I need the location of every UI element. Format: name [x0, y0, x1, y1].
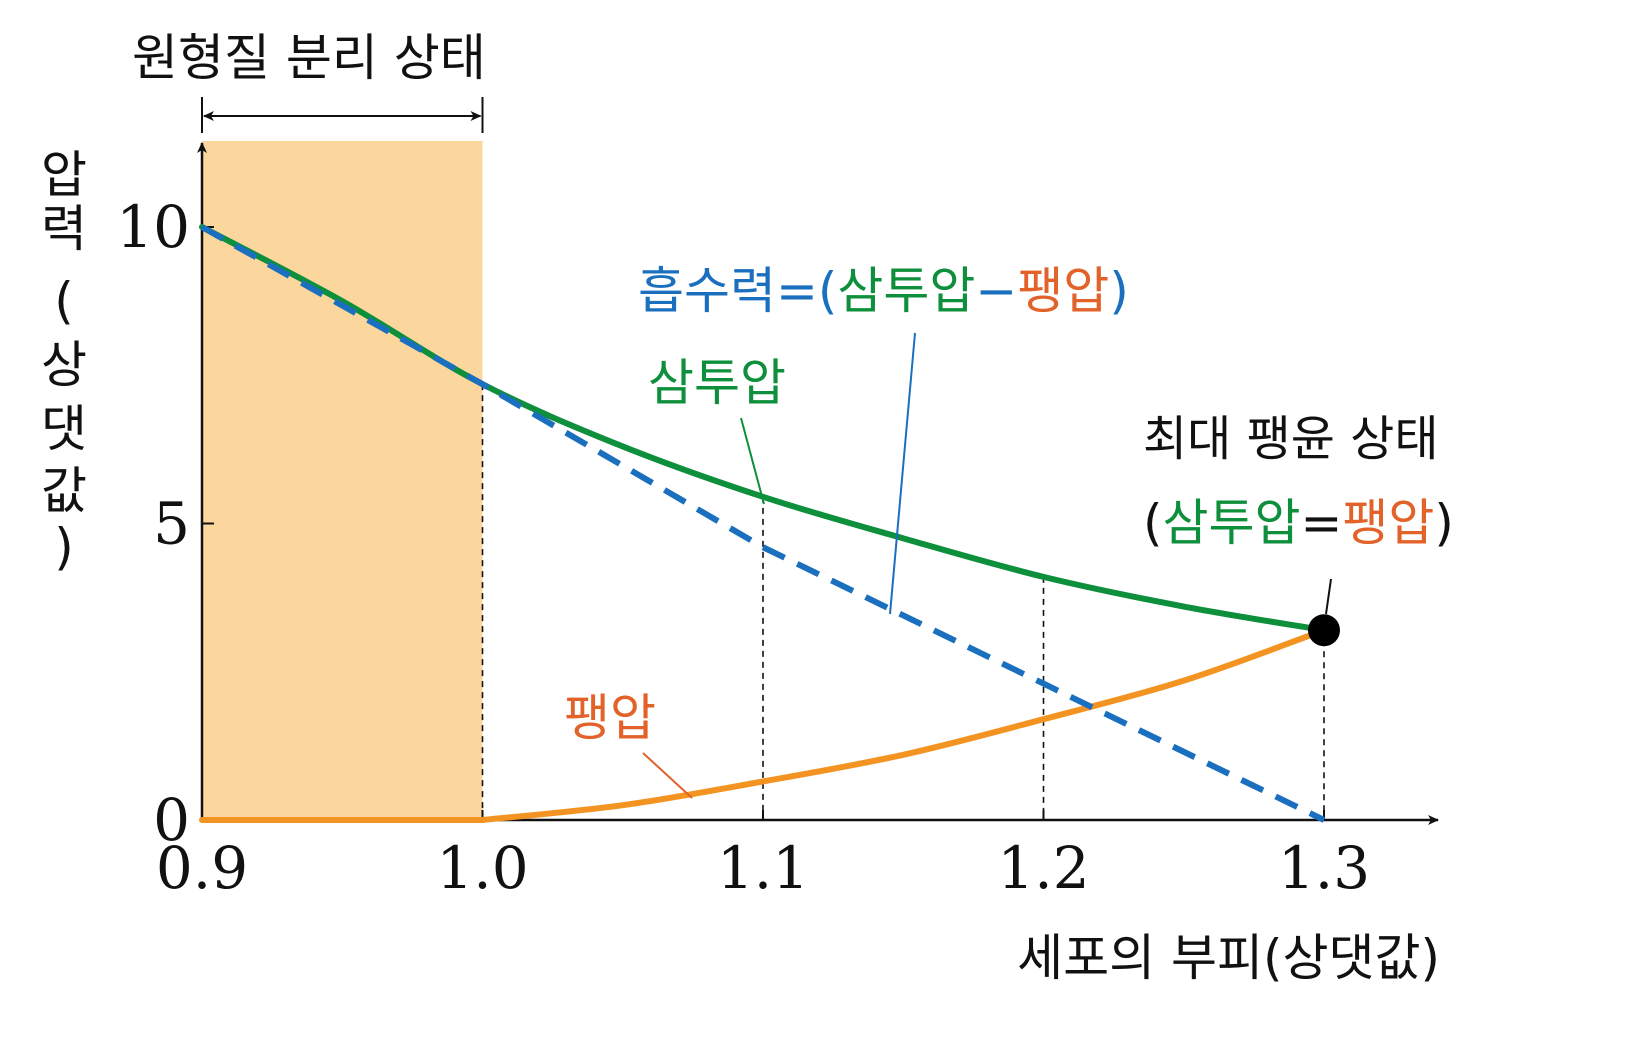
- region-label: 원형질 분리 상태: [132, 29, 486, 87]
- equation-eq: =(: [776, 262, 837, 320]
- y-ticks: 0 5 10: [116, 193, 214, 854]
- equation-minus: −: [975, 262, 1017, 320]
- x-tick-label-4: 1.3: [1278, 834, 1370, 902]
- x-tick-label-1: 1.0: [436, 834, 528, 902]
- osmotic-leader-line: [740, 417, 765, 505]
- max-turgor-condition: (삼투압=팽압): [1143, 494, 1454, 552]
- x-tick-label-3: 1.2: [997, 834, 1089, 902]
- turgor-label: 팽압: [564, 689, 656, 747]
- series-turgor-pressure: [199, 627, 1327, 823]
- x-tick-label-2: 1.1: [717, 834, 809, 902]
- y-tick-label-0: 0: [153, 786, 190, 854]
- x-ticks: 0.9 1.0 1.1 1.2 1.3: [156, 810, 1370, 902]
- y-tick-label-2: 10: [116, 193, 190, 261]
- turgor-leader-line: [642, 752, 693, 799]
- y-tick-label-1: 5: [153, 490, 190, 558]
- equation-label: 흡수력=(삼투압−팽압): [638, 262, 1129, 320]
- equation-lhs: 흡수력: [638, 262, 776, 320]
- suction-leader-line: [889, 332, 916, 615]
- equation-term-turgor: 팽압: [1017, 262, 1109, 320]
- max-turgor-point: [1308, 614, 1340, 647]
- x-tick-label-0: 0.9: [156, 834, 248, 902]
- vertical-guides: [481, 384, 1325, 820]
- max-turgor-osmotic: 삼투압: [1163, 494, 1301, 552]
- max-turgor-title: 최대 팽윤 상태: [1143, 411, 1438, 467]
- equation-term-osmotic: 삼투압: [837, 262, 975, 320]
- max-turgor-turgor: 팽압: [1342, 494, 1434, 552]
- osmotic-label: 삼투압: [648, 354, 786, 412]
- equation-close: ): [1109, 262, 1129, 320]
- x-axis-title: 세포의 부피(상댓값): [1017, 929, 1440, 987]
- max-turgor-leader-line: [1325, 578, 1332, 615]
- plasmolysis-region: [202, 141, 483, 820]
- y-axis-title: 압 력(상 댓 값): [41, 146, 87, 576]
